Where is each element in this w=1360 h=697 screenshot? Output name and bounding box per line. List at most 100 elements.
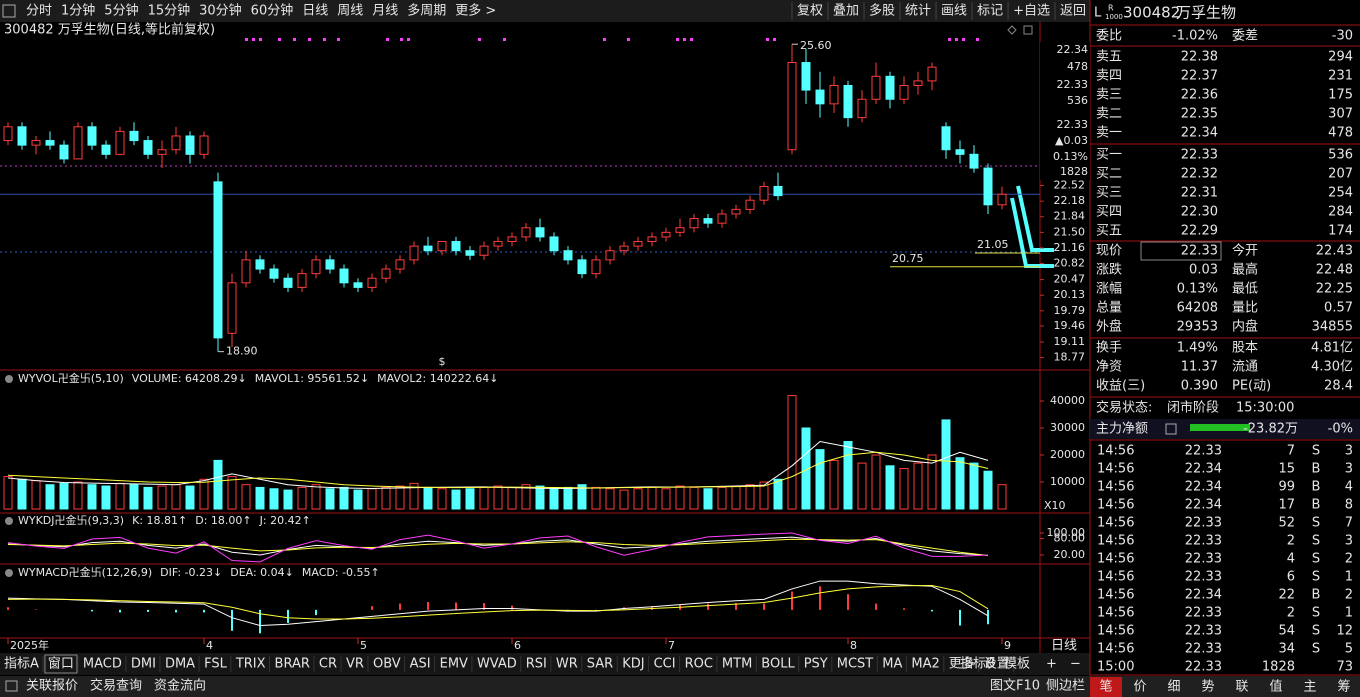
indicator-tab[interactable]: KDJ xyxy=(622,657,644,672)
legend-entry: K: 18.81↑ xyxy=(132,514,187,527)
toolbar-item[interactable]: 日线 xyxy=(302,4,328,19)
toolbar-item[interactable]: 统计 xyxy=(905,4,931,19)
tick-time: 14:56 xyxy=(1097,552,1134,567)
indicator-tab[interactable]: 模板 xyxy=(1004,657,1030,672)
legend-entry: J: 20.42↑ xyxy=(259,514,311,527)
indicator-tab[interactable]: − xyxy=(1070,657,1081,672)
toolbar-item[interactable]: 5分钟 xyxy=(104,3,138,19)
toolbar-item[interactable]: 返回 xyxy=(1060,4,1086,19)
toolbar-item[interactable]: 月线 xyxy=(372,4,398,19)
indicator-tab[interactable]: DMA xyxy=(165,657,195,672)
toolbar-item[interactable]: 1分钟 xyxy=(61,3,95,19)
indicator-tab[interactable]: SAR xyxy=(587,657,613,672)
legend-toggle[interactable] xyxy=(5,569,13,577)
indicator-tab[interactable]: 设置 xyxy=(984,657,1010,672)
indicator-tab[interactable]: MCST xyxy=(837,657,874,672)
signal-dot xyxy=(259,38,262,41)
tick-count: 1 xyxy=(1345,570,1353,585)
quote-tab[interactable]: 细 xyxy=(1167,680,1180,695)
y-tick-label: 19.11 xyxy=(1054,335,1086,348)
tick-time: 14:56 xyxy=(1097,534,1134,549)
indicator-tab[interactable]: MTM xyxy=(722,657,752,672)
indicator-tab[interactable]: 指标A xyxy=(4,657,39,672)
volume-bar xyxy=(689,486,699,510)
status-link[interactable]: 交易查询 xyxy=(90,678,142,694)
candle-body xyxy=(255,259,265,270)
status-link[interactable]: 关联报价 xyxy=(26,679,78,694)
indicator-tab[interactable]: CR xyxy=(319,657,337,672)
toolbar-item[interactable]: +自选 xyxy=(1013,4,1050,19)
toolbar-item[interactable]: 60分钟 xyxy=(251,3,294,19)
legend-toggle[interactable] xyxy=(5,375,13,383)
quote-tab[interactable]: 势 xyxy=(1201,679,1214,695)
signal-dot xyxy=(603,38,606,41)
indicator-tab[interactable]: FSL xyxy=(204,657,228,672)
status-label: 交易状态: xyxy=(1096,400,1152,416)
candle-body xyxy=(227,282,237,334)
status-link[interactable]: 图文F10 xyxy=(990,679,1040,694)
toolbar-item[interactable]: 分时 xyxy=(26,4,52,19)
indicator-tab[interactable]: DMI xyxy=(131,657,156,672)
indicator-tab[interactable]: WR xyxy=(556,657,578,672)
toolbar-item[interactable]: 更多 > xyxy=(455,3,496,19)
toolbar-item[interactable]: 叠加 xyxy=(833,4,859,19)
toolbar-item[interactable]: 画线 xyxy=(941,4,967,19)
tick-time: 14:56 xyxy=(1097,462,1134,477)
indicator-tab[interactable]: TRIX xyxy=(235,657,266,672)
tick-volume: 54 xyxy=(1278,624,1295,639)
indicator-tab[interactable]: MACD xyxy=(83,657,122,672)
indicator-tab[interactable]: 窗口 xyxy=(48,656,74,672)
signal-dot xyxy=(962,38,965,41)
toolbar-icon[interactable] xyxy=(2,4,16,18)
status-icon[interactable] xyxy=(5,680,18,692)
indicator-tab[interactable]: EMV xyxy=(440,657,468,672)
indicator-tab[interactable]: 指标B xyxy=(960,657,995,672)
order-price: 22.37 xyxy=(1181,69,1218,84)
status-link[interactable]: 侧边栏 xyxy=(1046,679,1085,694)
status-link[interactable]: 资金流向 xyxy=(154,678,206,694)
level-label: 20.75 xyxy=(892,252,924,265)
toolbar-item[interactable]: 多股 xyxy=(869,3,895,19)
toolbar-item[interactable]: 多周期 xyxy=(407,3,446,19)
quote-value: 11.37 xyxy=(1181,360,1218,375)
indicator-tab[interactable]: BRAR xyxy=(275,657,310,672)
flow-icon[interactable] xyxy=(1165,423,1177,435)
badge: R xyxy=(1108,4,1114,13)
toolbar-item[interactable]: 周线 xyxy=(337,4,363,19)
indicator-tab[interactable]: VR xyxy=(346,657,364,672)
tick-volume: 7 xyxy=(1287,444,1295,459)
indicator-tab[interactable]: MA xyxy=(882,657,902,672)
indicator-tab[interactable]: 更多 xyxy=(949,656,975,672)
indicator-tab[interactable]: BOLL xyxy=(761,657,795,672)
indicator-tab[interactable]: ASI xyxy=(410,657,431,672)
quote-tab[interactable]: 值 xyxy=(1269,679,1282,695)
quote-tab[interactable]: 笔 xyxy=(1099,679,1112,695)
signal-dot xyxy=(245,38,248,41)
toolbar-item[interactable]: 30分钟 xyxy=(199,3,242,19)
toolbar-item[interactable]: 复权 xyxy=(797,3,823,19)
quote-label: 量比 xyxy=(1232,301,1258,316)
toolbar-item[interactable]: 标记 xyxy=(977,4,1003,19)
y-tick-label: 20.47 xyxy=(1054,273,1086,286)
tick-time: 14:56 xyxy=(1097,480,1134,495)
volume-bar xyxy=(283,489,293,510)
quote-tab[interactable]: 联 xyxy=(1235,680,1248,695)
quote-tab[interactable]: 价 xyxy=(1133,680,1146,695)
quote-label: 内盘 xyxy=(1232,319,1258,335)
volume-bar xyxy=(479,486,489,510)
toolbar-item[interactable]: 15分钟 xyxy=(148,3,191,19)
indicator-tab[interactable]: PSY xyxy=(804,657,828,672)
quote-tab[interactable]: 筹 xyxy=(1337,679,1350,695)
indicator-tab[interactable]: ROC xyxy=(685,657,713,672)
legend-toggle[interactable] xyxy=(5,517,13,525)
indicator-tab[interactable]: RSI xyxy=(526,657,547,672)
legend-entry: MACD: -0.55↑ xyxy=(302,566,380,579)
indicator-tab[interactable]: + xyxy=(1046,657,1057,672)
indicator-tab[interactable]: WVAD xyxy=(477,657,517,672)
volume-bar xyxy=(773,478,783,510)
indicator-tab[interactable]: CCI xyxy=(654,657,676,672)
quote-tab[interactable]: 主 xyxy=(1303,680,1316,695)
indicator-tab[interactable]: MA2 xyxy=(911,657,939,672)
chart-controls[interactable] xyxy=(1007,25,1033,35)
indicator-tab[interactable]: OBV xyxy=(373,657,401,672)
